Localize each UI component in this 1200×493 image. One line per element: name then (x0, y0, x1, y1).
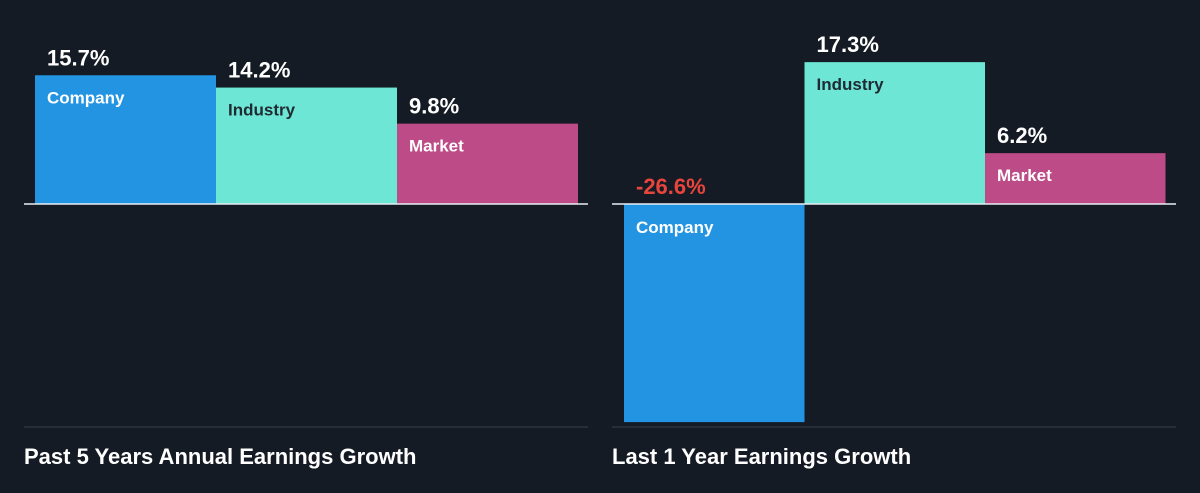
value-label-last-1-year-market: 6.2% (997, 123, 1047, 148)
category-label-past-5-years-industry: Industry (228, 101, 296, 120)
category-label-last-1-year-company: Company (636, 218, 714, 237)
value-label-last-1-year-industry: 17.3% (817, 32, 879, 57)
category-label-past-5-years-market: Market (409, 137, 464, 156)
category-label-last-1-year-industry: Industry (817, 75, 885, 94)
category-label-past-5-years-company: Company (47, 88, 125, 107)
value-label-past-5-years-market: 9.8% (409, 94, 459, 119)
value-label-past-5-years-industry: 14.2% (228, 58, 290, 83)
bar-past-5-years-market (397, 123, 578, 204)
bar-last-1-year-industry (804, 62, 985, 204)
bar-last-1-year-market (985, 153, 1166, 204)
value-label-past-5-years-company: 15.7% (47, 45, 109, 70)
chart-title-last-1-year: Last 1 Year Earnings Growth (612, 444, 912, 469)
value-label-last-1-year-company: -26.6% (636, 174, 706, 199)
category-label-last-1-year-market: Market (997, 166, 1052, 185)
bar-last-1-year-company (624, 204, 805, 423)
bar-past-5-years-industry (216, 87, 397, 204)
chart-title-past-5-years: Past 5 Years Annual Earnings Growth (24, 444, 417, 469)
bar-past-5-years-company (35, 75, 216, 204)
